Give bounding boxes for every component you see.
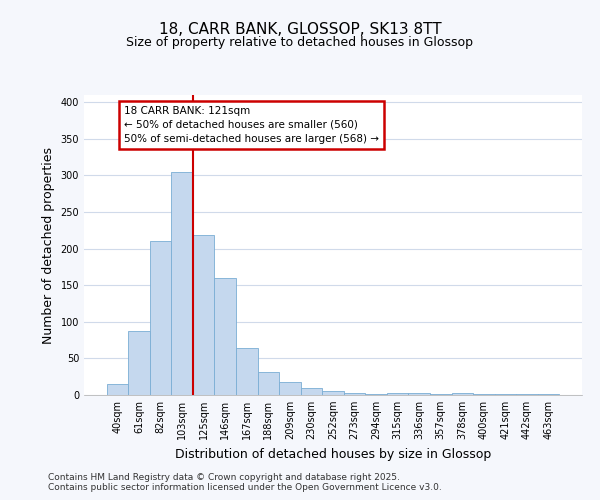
Bar [128, 330, 150, 395]
Text: Contains HM Land Registry data © Crown copyright and database right 2025.: Contains HM Land Registry data © Crown c… [48, 472, 400, 482]
Bar [516, 394, 538, 395]
Bar [387, 393, 409, 395]
Bar [193, 236, 214, 395]
Bar [301, 388, 322, 395]
Bar [473, 394, 494, 395]
Bar [214, 278, 236, 395]
Bar [409, 393, 430, 395]
Bar [172, 172, 193, 395]
Text: 18, CARR BANK, GLOSSOP, SK13 8TT: 18, CARR BANK, GLOSSOP, SK13 8TT [158, 22, 442, 38]
Bar [322, 390, 344, 395]
Bar [430, 394, 452, 395]
Bar [538, 394, 559, 395]
Bar [236, 348, 257, 395]
Y-axis label: Number of detached properties: Number of detached properties [42, 146, 55, 344]
Bar [452, 393, 473, 395]
Bar [257, 372, 279, 395]
Bar [494, 394, 516, 395]
Bar [344, 393, 365, 395]
Bar [365, 394, 387, 395]
X-axis label: Distribution of detached houses by size in Glossop: Distribution of detached houses by size … [175, 448, 491, 460]
Bar [107, 384, 128, 395]
Text: 18 CARR BANK: 121sqm
← 50% of detached houses are smaller (560)
50% of semi-deta: 18 CARR BANK: 121sqm ← 50% of detached h… [124, 106, 379, 144]
Text: Size of property relative to detached houses in Glossop: Size of property relative to detached ho… [127, 36, 473, 49]
Bar [150, 240, 172, 395]
Bar [279, 382, 301, 395]
Text: Contains public sector information licensed under the Open Government Licence v3: Contains public sector information licen… [48, 484, 442, 492]
